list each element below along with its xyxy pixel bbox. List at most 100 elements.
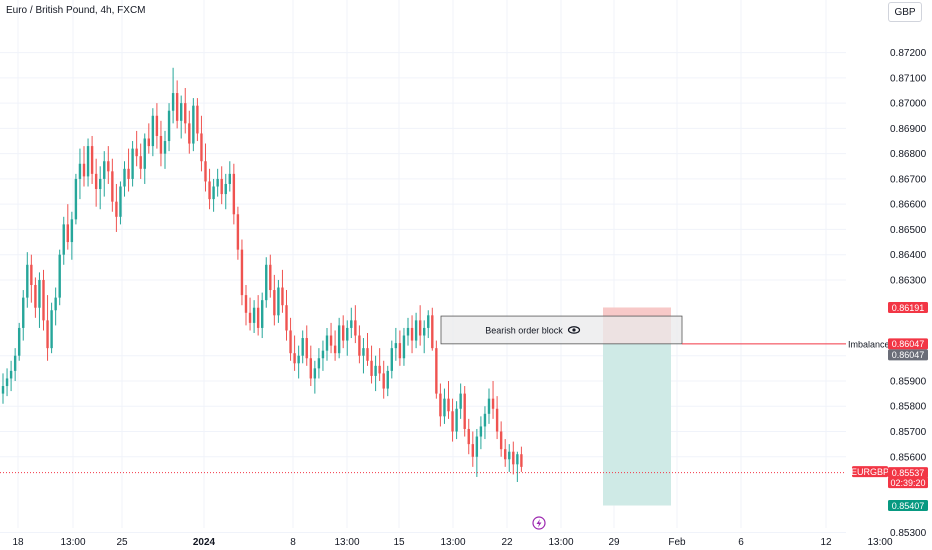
candle [62,216,65,265]
candle [386,365,389,397]
currency-button[interactable]: GBP [888,2,922,22]
candle [370,345,373,384]
candle [423,320,426,354]
candle [297,345,300,379]
price-tick-label: 0.86700 [890,174,927,185]
candle [58,249,61,306]
candle [232,163,236,225]
candle [491,380,495,419]
candle [479,416,483,450]
candle [277,279,280,323]
candle [119,181,122,225]
candle [46,295,49,361]
lightning-icon[interactable] [532,516,546,530]
price-tick-label: 0.85800 [890,402,927,413]
candle [305,325,308,366]
candle [504,439,507,467]
time-axis[interactable]: 18 13:00 25 2024 8 13:00 15 13:00 22 13:00 29 Feb 6 1… [12,516,893,548]
candle [439,383,442,427]
candle [342,315,345,349]
candle [139,143,142,179]
candle [317,348,321,379]
candle [70,211,74,260]
candle [200,115,203,172]
candle [269,254,272,298]
candle [382,360,385,399]
candle [82,146,86,187]
candle [30,254,33,303]
price-tag-countdown: 02:39:20 [888,477,928,489]
time-tick-label: 22 [501,537,513,548]
candle [212,178,215,212]
candle [346,320,349,356]
price-tick-label: 0.86900 [890,124,927,135]
price-tick-label: 0.85600 [890,452,927,463]
candle [135,130,138,167]
candle [471,431,474,467]
candle [394,327,398,361]
candle [240,239,244,306]
candle [374,355,377,392]
chart-drawings-foreground: Bearish order block Imbalance [0,325,890,474]
candle [143,133,146,184]
candle [402,327,406,366]
price-tag-symbol: EURGBP [851,466,889,478]
candle [398,330,402,366]
candle [163,130,167,169]
candle [321,340,325,371]
candle [204,143,207,192]
candle [451,398,454,442]
take-profit-zone [603,343,671,506]
candle [22,290,25,341]
candle [155,103,159,149]
candle [147,123,150,154]
candle [362,338,365,374]
candle [358,325,361,364]
price-tick-label: 0.87000 [890,99,927,110]
candle [18,322,21,361]
candle [459,383,462,419]
candle [151,108,155,157]
candle [9,360,13,392]
candle [175,80,179,129]
eye-icon[interactable] [567,326,581,334]
candle [329,322,333,354]
time-tick-label: 15 [393,537,405,548]
candle [236,206,240,260]
time-tick-label: 13:00 [867,537,892,548]
time-tick-label: 29 [608,537,620,548]
candle [192,98,195,152]
time-tick-label: Feb [668,537,686,548]
candle [26,252,29,308]
candle [220,166,223,205]
candle [111,158,114,212]
candle [499,421,503,457]
candle [131,141,134,187]
price-axis[interactable]: 0.87200 0.87100 0.87000 0.86900 0.86800 0.867… [890,48,927,539]
candle [216,168,219,197]
time-tick-label: 13:00 [548,537,573,548]
candle [475,428,479,477]
candle [94,158,98,207]
price-tag-imbalance: 0.86047 [888,349,928,361]
candle [427,310,430,339]
candle [224,173,227,210]
order-block-label: Bearish order block [485,325,563,335]
candle [34,277,37,318]
price-tick-label: 0.86300 [890,275,927,286]
price-tick-label: 0.86400 [890,250,927,261]
candle [512,441,515,475]
candle [265,257,268,308]
candle [333,330,337,361]
candle [42,269,45,331]
candle [208,168,211,210]
candle [228,161,231,192]
price-tick-label: 0.86500 [890,225,927,236]
candle [171,67,175,124]
candle [354,305,357,344]
order-block-rect [440,315,683,345]
candle [86,138,90,187]
candle [66,204,69,250]
